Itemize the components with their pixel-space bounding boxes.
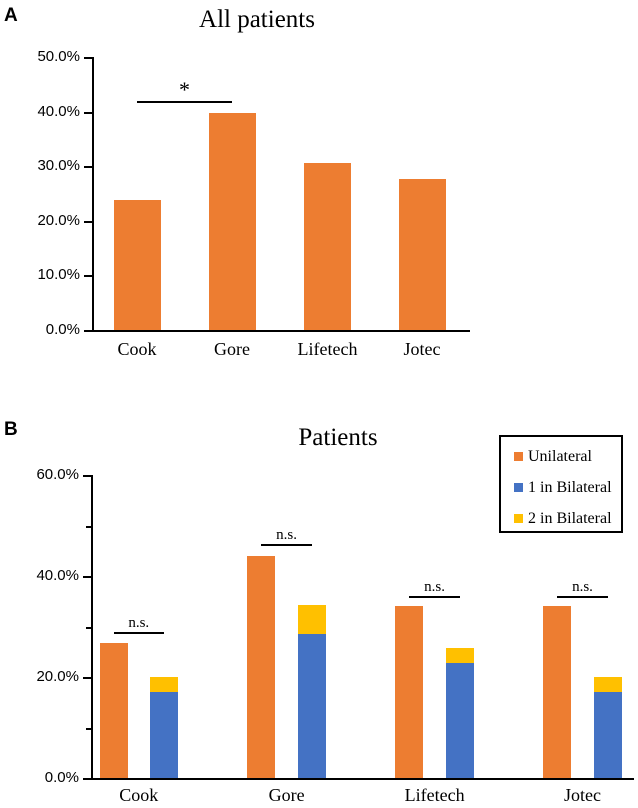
panel-a-title: All patients [199, 6, 315, 33]
legend-label: 1 in Bilateral [528, 479, 612, 496]
legend-item-unilateral: Unilateral [514, 448, 618, 466]
panel-b-bar-2-in-bilateral-jotec [593, 677, 622, 693]
panel-b-ns-label-jotec: n.s. [572, 578, 593, 595]
panel-b-bar-unilateral-lifetech [395, 605, 424, 778]
panel-b-bar-unilateral-jotec [543, 605, 572, 778]
panel-b-ns-line-cook [113, 631, 164, 634]
panel-a-y-tick-label: 10.0% [37, 266, 80, 284]
panel-a-bar-gore [208, 112, 256, 330]
panel-b-x-axis [91, 778, 634, 780]
panel-b-ns-label-lifetech: n.s. [424, 578, 446, 595]
panel-a-y-tick-mark [84, 166, 92, 169]
panel-a-y-tick-mark [84, 57, 92, 59]
panel-b-bar-2-in-bilateral-lifetech [445, 648, 474, 663]
panel-b-y-tick-mark [86, 525, 91, 528]
panel-b-y-tick-mark [83, 677, 91, 679]
panel-b-y-tick-mark [83, 576, 91, 578]
panel-a-y-tick-mark [84, 330, 92, 332]
2-in-bilateral-swatch-icon [514, 514, 523, 523]
panel-b-title: Patients [298, 424, 378, 451]
panel-b-bar-2-in-bilateral-gore [297, 604, 326, 635]
panel-b-y-tick-mark [86, 727, 91, 730]
panel-b-bar-1-in-bilateral-gore [297, 634, 326, 778]
panel-b-bar-unilateral-gore [247, 556, 276, 778]
panel-b-bar-1-in-bilateral-jotec [593, 692, 622, 778]
panel-b-category-label-jotec: Jotec [564, 785, 601, 805]
panel-a-y-tick-mark [84, 220, 92, 223]
panel-b-y-tick-mark [86, 626, 91, 629]
panel-b-y-tick-label: 20.0% [36, 668, 79, 685]
panel-b-category-label-cook: Cook [119, 785, 159, 805]
panel-a-x-axis [92, 330, 470, 332]
panel-b-y-tick-label: 0.0% [44, 769, 79, 786]
panel-b-bar-1-in-bilateral-cook [149, 692, 178, 778]
panel-a-y-axis [92, 57, 94, 332]
panel-b-ns-label-cook: n.s. [128, 614, 150, 631]
panel-b-y-tick-mark [83, 475, 91, 477]
panel-b-letter: B [4, 419, 18, 440]
panel-b-ns-label-gore: n.s. [276, 526, 298, 543]
1-in-bilateral-swatch-icon [514, 483, 523, 492]
panel-a-y-tick-label: 20.0% [37, 211, 80, 229]
panel-a-y-tick-label: 40.0% [37, 102, 80, 120]
panel-a-bar-jotec [398, 178, 446, 330]
panel-a-letter: A [4, 5, 18, 26]
panel-b-bar-2-in-bilateral-cook [149, 677, 178, 693]
legend-label: Unilateral [528, 448, 592, 465]
panel-a-y-tick-mark [84, 275, 92, 278]
panel-a-y-tick-label: 50.0% [37, 48, 80, 65]
panel-a-significance-label: * [179, 77, 190, 103]
panel-b-category-label-gore: Gore [268, 785, 305, 805]
panel-a-category-label-jotec: Jotec [403, 339, 441, 359]
legend-label: 2 in Bilateral [528, 510, 612, 527]
panel-b-y-axis [91, 475, 93, 780]
panel-b-ns-line-lifetech [409, 595, 460, 598]
panel-a-category-label-cook: Cook [117, 339, 157, 359]
panel-b-ns-line-gore [261, 543, 312, 546]
panel-b-y-tick-label: 40.0% [36, 567, 79, 584]
panel-b-y-tick-mark [83, 778, 91, 780]
panel-a-category-label-gore: Gore [214, 339, 250, 359]
panel-b-category-label-lifetech: Lifetech [404, 785, 465, 805]
legend-item-1-in-bilateral: 1 in Bilateral [514, 479, 618, 497]
panel-b-bar-unilateral-cook [99, 643, 128, 778]
panel-a-category-label-lifetech: Lifetech [297, 339, 358, 359]
panel-a-y-tick-label: 30.0% [37, 157, 80, 175]
panel-a-significance-line [137, 101, 232, 104]
unilateral-swatch-icon [514, 452, 523, 461]
panel-a-bar-lifetech [304, 163, 351, 330]
panel-b-y-tick-label: 60.0% [36, 466, 79, 483]
panel-b-bar-1-in-bilateral-lifetech [445, 662, 474, 778]
panel-b-ns-line-jotec [557, 595, 608, 598]
legend-item-2-in-bilateral: 2 in Bilateral [514, 510, 618, 528]
legend: Unilateral 1 in Bilateral 2 in Bilateral [499, 435, 623, 533]
panel-a-y-tick-label: 0.0% [45, 321, 80, 338]
panel-a-y-tick-mark [84, 111, 92, 114]
panel-a-bar-cook [113, 200, 161, 330]
